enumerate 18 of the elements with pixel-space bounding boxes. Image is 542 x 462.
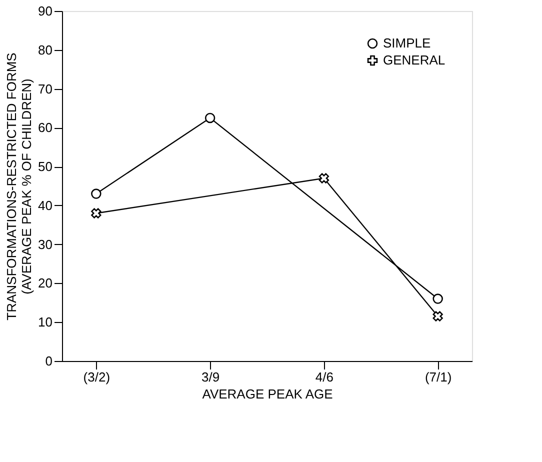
y-tick-label: 10 bbox=[38, 314, 52, 330]
y-tick-label: 70 bbox=[38, 81, 52, 96]
y-tick-label: 0 bbox=[45, 354, 52, 368]
x-tick-label: 4/6 bbox=[315, 370, 334, 384]
y-tick-label: 40 bbox=[38, 198, 52, 213]
legend-label: GENERAL bbox=[383, 52, 446, 68]
y-tick-label: 20 bbox=[38, 276, 52, 291]
y-tick-label: 80 bbox=[38, 42, 52, 58]
y-tick-label: 50 bbox=[38, 159, 52, 174]
x-axis-title: AVERAGE PEAK AGE bbox=[202, 386, 334, 402]
y-tick-label: 60 bbox=[38, 120, 52, 136]
x-tick-label: (3/2) bbox=[83, 370, 110, 384]
y-tick-label: 30 bbox=[38, 236, 52, 252]
x-tick-label: 3/9 bbox=[202, 370, 220, 384]
legend-label: SIMPLE bbox=[383, 36, 432, 50]
y-tick-label: 90 bbox=[38, 4, 52, 18]
x-tick-label: (7/1) bbox=[424, 370, 452, 384]
y-axis-title: TRANSFORMATIONS-RESTRICTED FORMS (AVERAGE PEAK % OF CHILDREN) bbox=[4, 52, 34, 320]
